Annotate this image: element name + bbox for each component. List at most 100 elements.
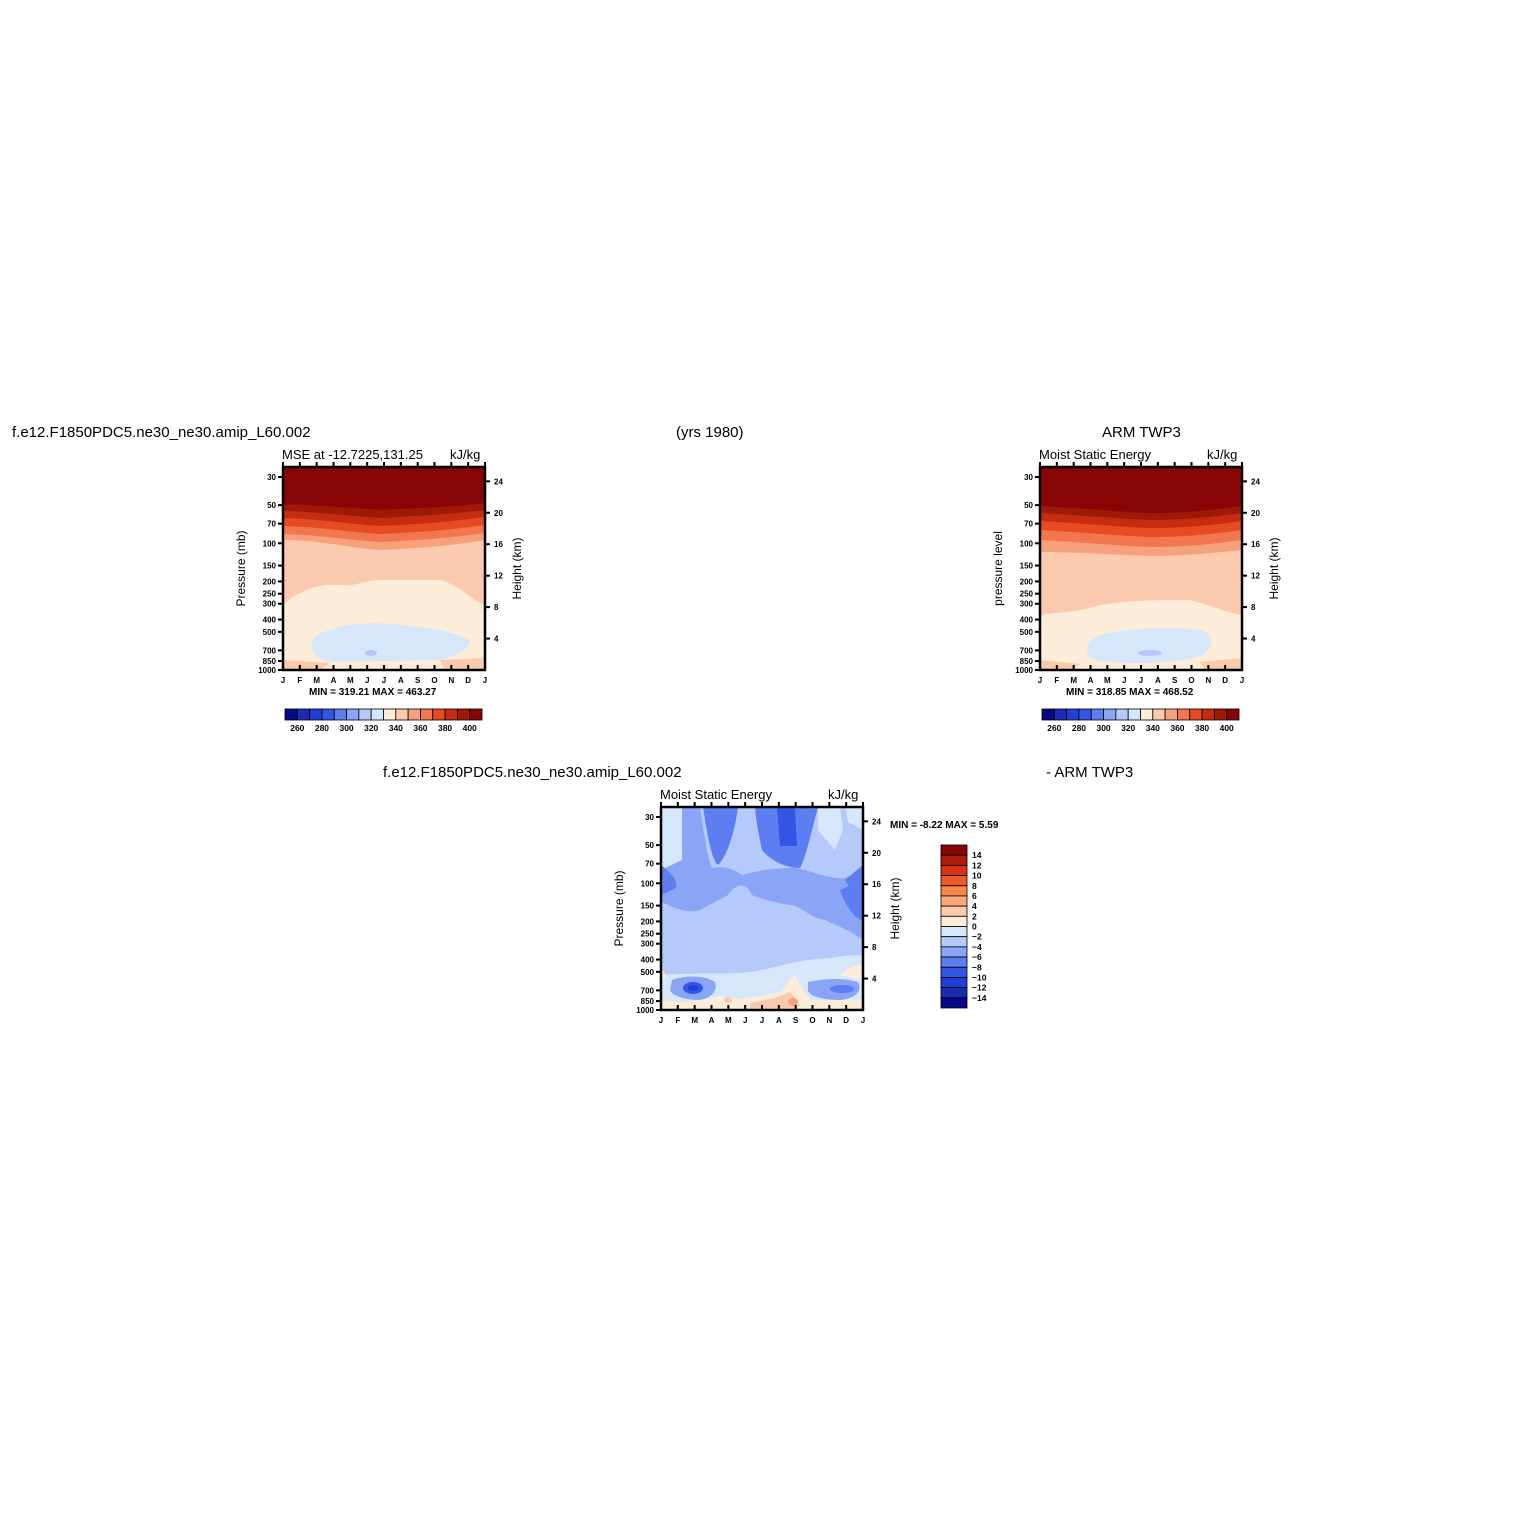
panel1-colorbar-box xyxy=(395,708,409,721)
panel3-units: kJ/kg xyxy=(828,787,859,802)
panel1-minmax: MIN = 319.21 MAX = 463.27 xyxy=(309,687,437,698)
panel1-ytick-label: 50 xyxy=(267,501,276,510)
panel1-colorbar-label: 280 xyxy=(315,723,329,733)
panel3-colorbar-label: 10 xyxy=(972,871,982,881)
panel1-xtick-label: J xyxy=(281,676,285,685)
panel3-ytick-label: 400 xyxy=(641,956,655,965)
panel1-colorbar-box xyxy=(296,708,311,721)
panel3-minmax: MIN = -8.22 MAX = 5.59 xyxy=(890,820,999,831)
panel2-colorbar-label: 300 xyxy=(1096,723,1110,733)
panel1-xtick-label: A xyxy=(398,676,404,685)
panel3-xtick-label: J xyxy=(743,1016,747,1025)
panel3-y2tick-label: 12 xyxy=(872,912,881,921)
panel2-colorbar-label: 380 xyxy=(1195,723,1209,733)
panel1-units: kJ/kg xyxy=(450,447,481,462)
panel1-ytick-label: 300 xyxy=(263,600,277,609)
panel1-xtick-label: O xyxy=(431,676,437,685)
panel2-colorbar-box xyxy=(1066,708,1080,721)
panel1-colorbar-box xyxy=(284,708,298,721)
panel2-xtick-label: A xyxy=(1155,676,1161,685)
panel3-xtick-label: N xyxy=(826,1016,832,1025)
panel1-ytick-label: 200 xyxy=(263,577,277,586)
header-right-title: ARM TWP3 xyxy=(1102,424,1181,441)
panel2-colorbar-label: 320 xyxy=(1121,723,1135,733)
panel2-xtick-label: J xyxy=(1139,676,1143,685)
panel1-left-label: MSE at -12.7225,131.25 xyxy=(282,447,423,462)
panel2-colorbar-box xyxy=(1177,708,1191,721)
panel2-xtick-label: A xyxy=(1088,676,1094,685)
panel2-ytick-label: 100 xyxy=(1020,539,1034,548)
panel3-colorbar-label: 12 xyxy=(972,860,982,870)
panel3-colorbar-label: −6 xyxy=(972,952,982,962)
panel2-xtick-label: J xyxy=(1038,676,1042,685)
panel3-colorbar-label: −2 xyxy=(972,932,982,942)
panel3-colorbar-label: −14 xyxy=(972,993,987,1003)
panel1-ylabel: Pressure (mb) xyxy=(234,530,248,606)
panel1-xtick-label: N xyxy=(448,676,454,685)
panel1-ytick-label: 400 xyxy=(263,616,277,625)
panel2-xtick-label: O xyxy=(1188,676,1194,685)
panel2-units: kJ/kg xyxy=(1207,447,1238,462)
panel1-ytick-label: 150 xyxy=(263,562,277,571)
panel1-colorbar-label: 300 xyxy=(339,723,353,733)
panel3-y2label: Height (km) xyxy=(888,877,902,939)
panel3-ytick-label: 250 xyxy=(641,930,655,939)
panel1-colorbar-label: 320 xyxy=(364,723,378,733)
panel1-colorbar-box xyxy=(469,708,483,721)
panel3-y2tick-label: 8 xyxy=(872,943,877,952)
panel1-colorbar-label: 380 xyxy=(438,723,452,733)
panel2-colorbar-box xyxy=(1152,708,1166,721)
panel2-ytick-label: 300 xyxy=(1020,600,1034,609)
panel2-ytick-label: 200 xyxy=(1020,577,1034,586)
panel2-colorbar-label: 400 xyxy=(1220,723,1234,733)
panel3-left-label: Moist Static Energy xyxy=(660,787,772,802)
panel3-y2tick-label: 20 xyxy=(872,849,881,858)
panel3-ytick-label: 100 xyxy=(641,879,655,888)
panel3-colorbar-box xyxy=(940,854,968,866)
panel3-colorbar-label: −12 xyxy=(972,983,987,993)
panel2-colorbar-box xyxy=(1213,708,1228,721)
panel1-xtick-label: S xyxy=(415,676,421,685)
panel3-colorbar-box xyxy=(940,905,968,917)
panel3-title-left: f.e12.F1850PDC5.ne30_ne30.amip_L60.002 xyxy=(383,764,682,781)
panel3-colorbar-box xyxy=(940,977,968,989)
panel2-colorbar-box xyxy=(1226,708,1240,721)
panel3-field xyxy=(661,807,863,1010)
panel1-colorbar-box xyxy=(321,708,335,721)
panel2-y2tick-label: 4 xyxy=(1251,635,1256,644)
panel2-ylabel: pressure level xyxy=(991,531,1005,606)
panel1-xtick-label: A xyxy=(331,676,337,685)
panel3-colorbar-box xyxy=(940,915,968,927)
panel2-colorbar-label: 360 xyxy=(1170,723,1184,733)
panel2-xtick-label: J xyxy=(1122,676,1126,685)
panel2-xtick-label: N xyxy=(1205,676,1211,685)
panel1-ytick-label: 100 xyxy=(263,539,277,548)
panel2-colorbar-box xyxy=(1189,708,1203,721)
panel3-xtick-label: D xyxy=(843,1016,849,1025)
panel1-xtick-label: M xyxy=(347,676,354,685)
panel3-xtick-label: F xyxy=(675,1016,680,1025)
panel3-ytick-label: 50 xyxy=(645,841,654,850)
panel1-colorbar-box xyxy=(333,708,347,721)
panel2-ytick-label: 30 xyxy=(1024,473,1033,482)
panel1-ytick-label: 500 xyxy=(263,628,277,637)
panel2-colorbar-label: 280 xyxy=(1072,723,1086,733)
panel3-ytick-label: 300 xyxy=(641,940,655,949)
panel3-colorbar-label: −10 xyxy=(972,972,987,982)
panel2-xtick-label: J xyxy=(1240,676,1244,685)
panel3-xtick-label: O xyxy=(809,1016,815,1025)
panel1-colorbar-box xyxy=(358,708,372,721)
header-center-title: (yrs 1980) xyxy=(676,424,744,441)
panel2-colorbar-box xyxy=(1164,708,1178,721)
panel3-ytick-label: 70 xyxy=(645,860,654,869)
panel3-colorbar-label: 2 xyxy=(972,911,977,921)
panel3-y2tick-label: 24 xyxy=(872,817,881,826)
panel1-xtick-label: M xyxy=(313,676,320,685)
panel3-xtick-label: M xyxy=(725,1016,732,1025)
panel1-colorbar-box xyxy=(309,708,323,721)
panel2-colorbar-box xyxy=(1078,708,1092,721)
panel3-y2tick-label: 4 xyxy=(872,975,877,984)
panel2-left-label: Moist Static Energy xyxy=(1039,447,1151,462)
panel1-colorbar-box xyxy=(432,708,446,721)
